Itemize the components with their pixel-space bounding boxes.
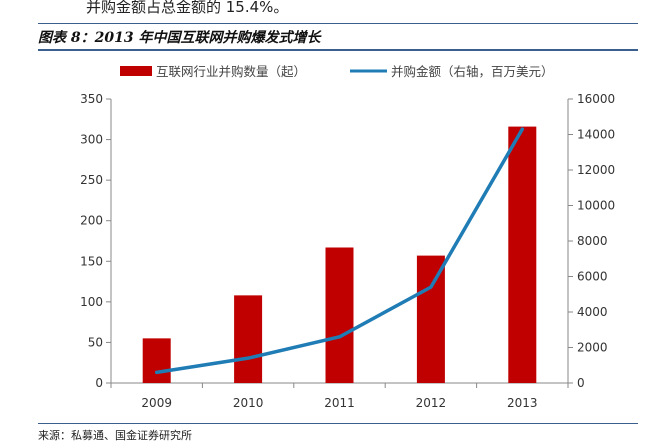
line-series [154,127,525,375]
legend-bar-swatch [120,66,152,76]
line-point-2013 [520,127,524,131]
bar-2009 [142,338,171,383]
bar-2012 [416,255,445,383]
left-tick-label: 200 [80,214,103,228]
x-tick-label: 2009 [141,396,172,410]
left-tick-label: 300 [80,133,103,147]
line-point-2010 [246,356,250,360]
legend: 互联网行业并购数量（起） 并购金额（右轴，百万美元） [120,64,554,79]
x-tick-label: 2010 [233,396,264,410]
right-tick-label: 0 [577,376,585,390]
source-note: 来源：私募通、国金证券研究所 [38,429,192,442]
tick-labels: 0 50 100 150 200 250 300 350 0 2000 4000 6000 8000 10… [80,92,615,410]
line-point-2012 [429,285,433,289]
line-point-2011 [338,335,341,339]
right-tick-label: 12000 [577,163,615,177]
figure-title: 图表 8：2013 年中国互联网并购爆发式增长 [38,30,321,46]
left-tick-label: 0 [95,376,103,390]
left-tick-label: 250 [80,173,103,187]
x-tick-label: 2012 [416,396,447,410]
right-tick-label: 2000 [577,341,608,355]
left-tick-label: 350 [80,92,103,106]
right-tick-label: 10000 [577,199,615,213]
top-rule [38,23,638,24]
right-tick-label: 4000 [577,305,608,319]
bars [142,126,537,384]
x-tick-label: 2013 [507,396,538,410]
axes [106,98,573,388]
bar-2013 [508,126,537,384]
bar-2011 [325,247,354,383]
bar-2010 [234,295,263,383]
x-tick-label: 2011 [324,396,355,410]
title-rule [38,49,638,51]
legend-bar-label: 互联网行业并购数量（起） [156,64,306,79]
right-tick-label: 6000 [577,270,608,284]
right-tick-label: 8000 [577,234,608,248]
left-tick-label: 100 [80,295,103,309]
right-tick-label: 14000 [577,128,615,142]
intro-text: 并购金额占总金额的 15.4%。 [86,0,289,16]
right-tick-label: 16000 [577,92,615,106]
legend-line-label: 并购金额（右轴，百万美元） [391,64,554,79]
left-tick-label: 50 [88,335,103,349]
bottom-rule [38,423,638,424]
line-point-2009 [155,370,159,374]
left-tick-label: 150 [80,254,103,268]
